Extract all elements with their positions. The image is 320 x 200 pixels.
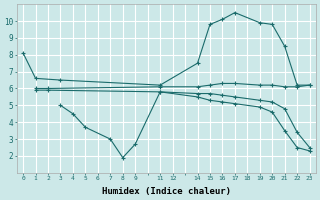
X-axis label: Humidex (Indice chaleur): Humidex (Indice chaleur) <box>102 187 231 196</box>
